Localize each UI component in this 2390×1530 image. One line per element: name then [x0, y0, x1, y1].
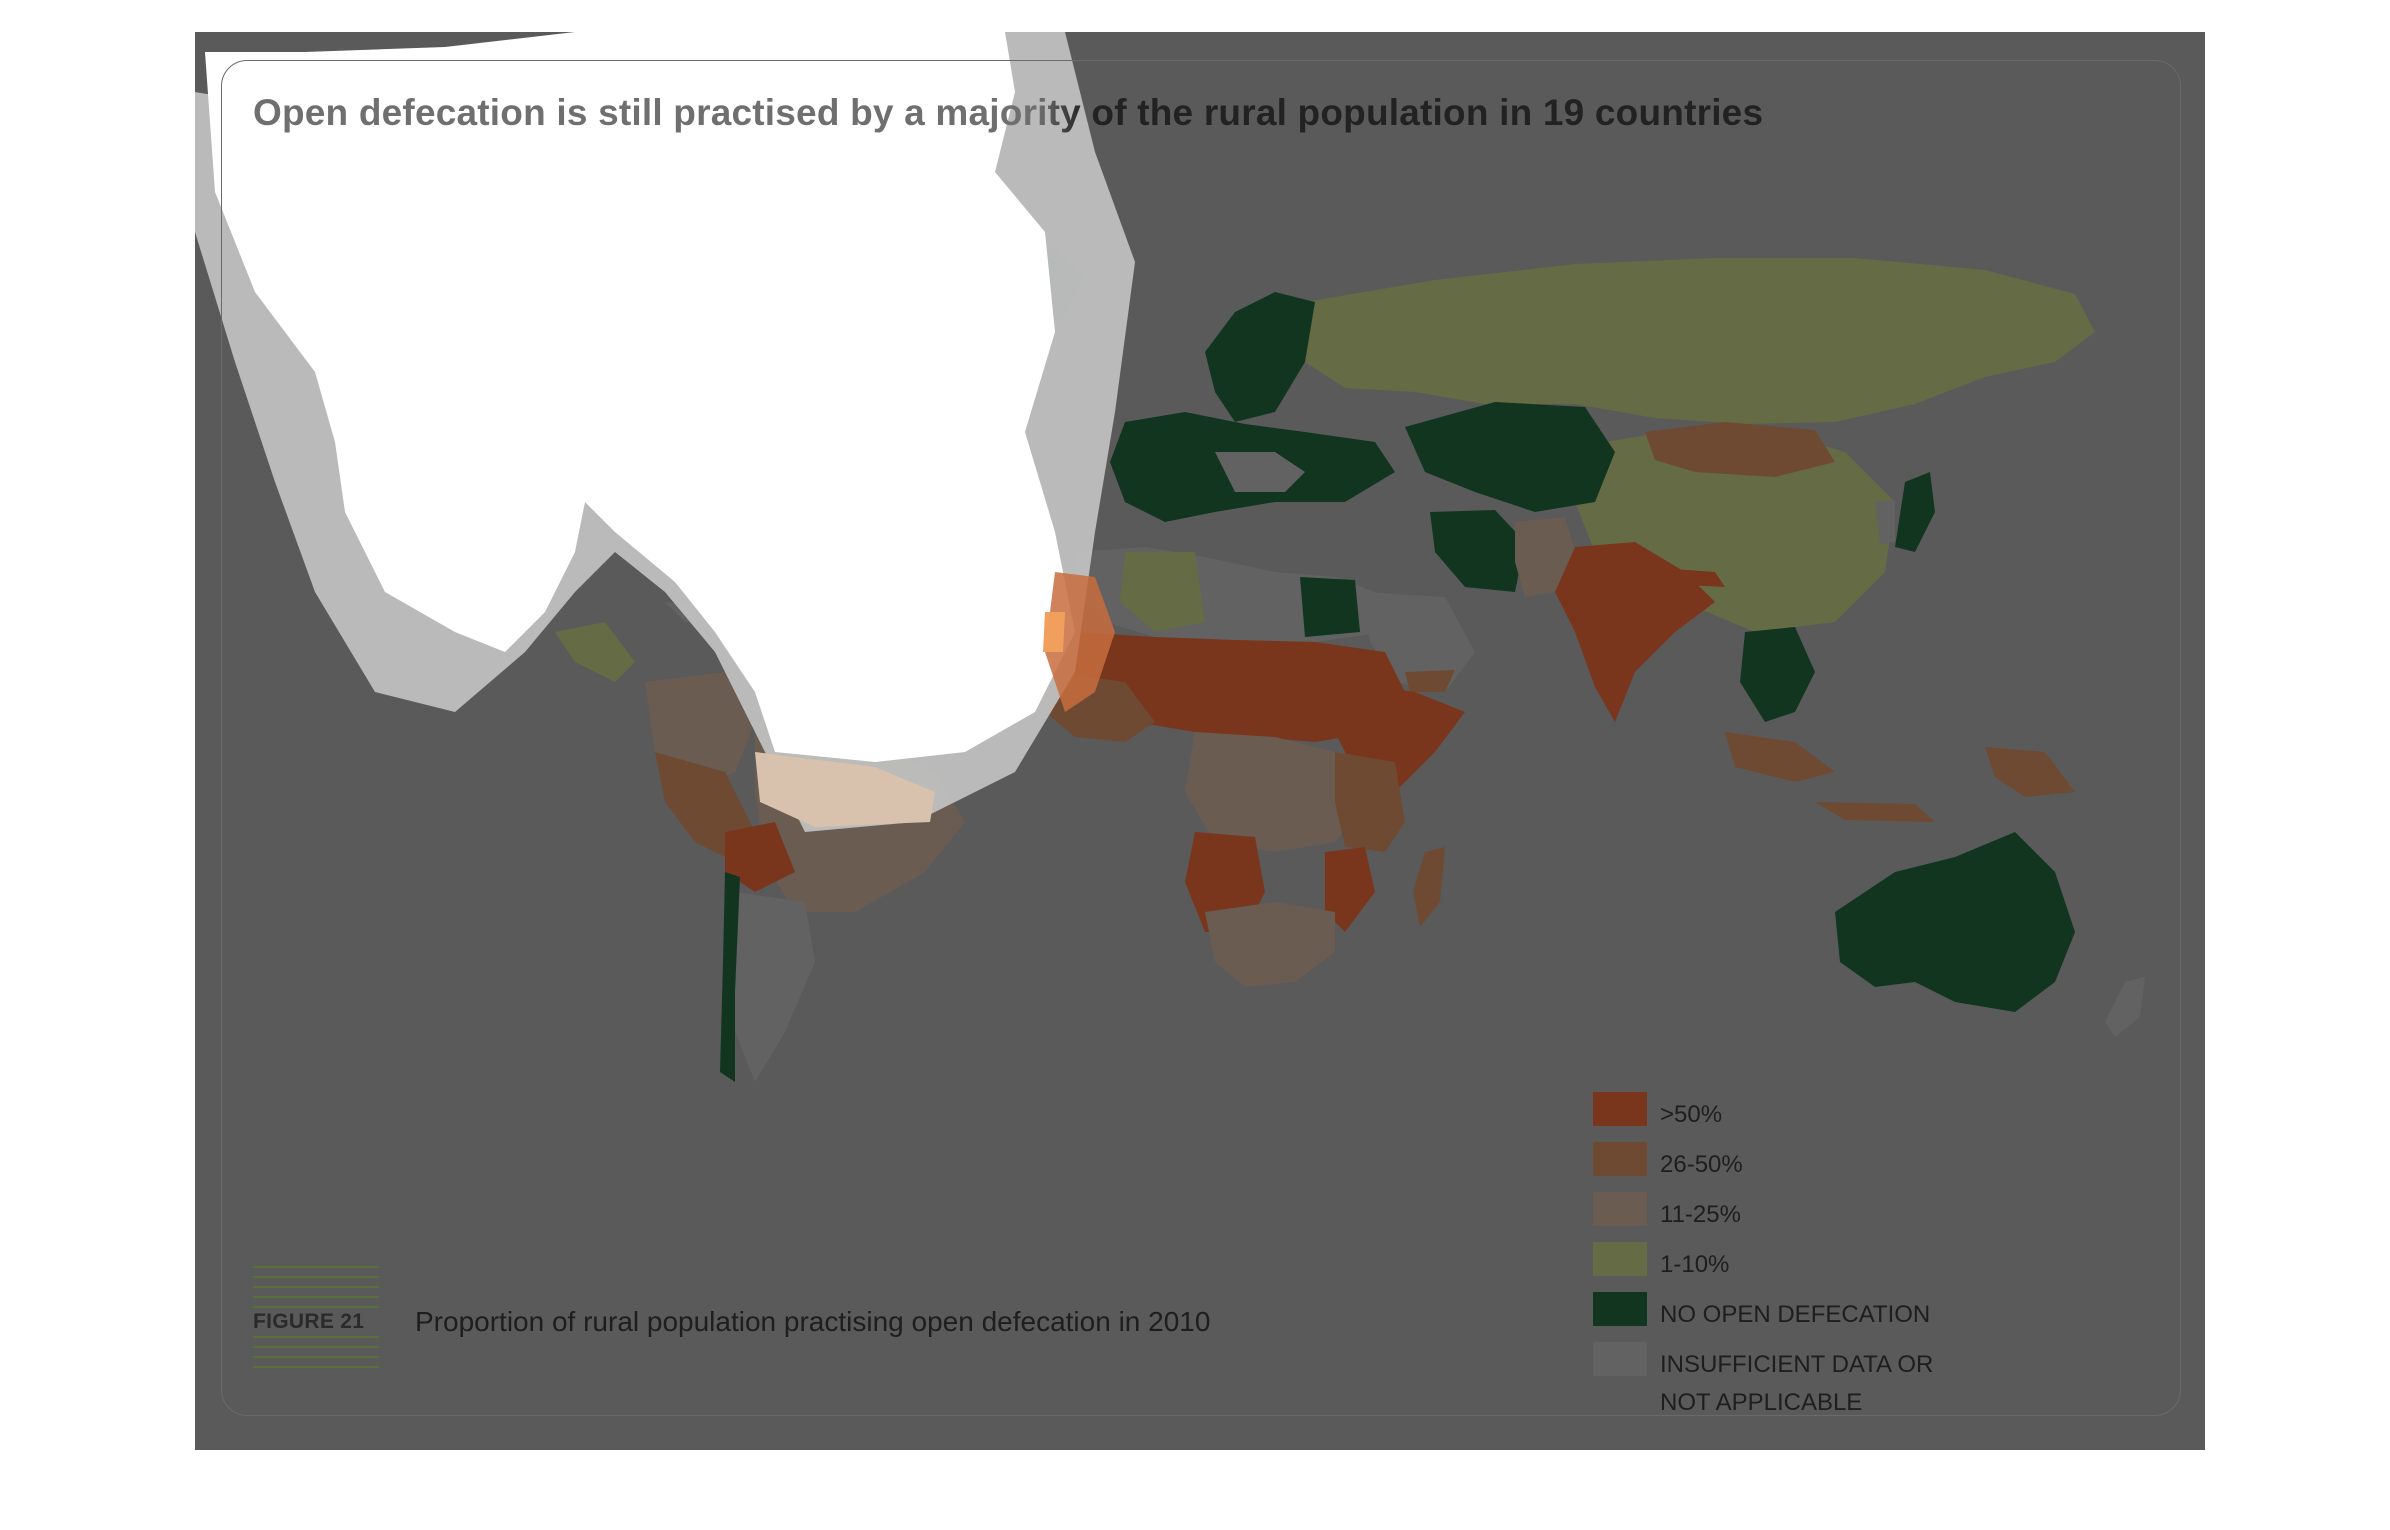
russia-region [1305, 258, 2095, 424]
afghanistan-region [1515, 517, 1575, 597]
southern-africa-region [1205, 902, 1335, 987]
new-zealand-region [2105, 977, 2145, 1037]
glare-core [205, 32, 1075, 762]
central-europe-region [1215, 452, 1305, 492]
mozambique-region [1325, 847, 1375, 932]
flare-west-africa [1045, 572, 1115, 712]
legend-swatch [1593, 1092, 1647, 1126]
legend-swatch [1593, 1242, 1647, 1276]
argentina-region [730, 892, 815, 1082]
yemen-region [1405, 670, 1455, 692]
papua-region [1985, 747, 2075, 797]
flare-edge [1043, 612, 1065, 652]
central-africa-region [1185, 732, 1365, 852]
glare-tint [755, 752, 935, 827]
legend-label: INSUFFICIENT DATA OR NOT APPLICABLE [1660, 1351, 1934, 1416]
nepal-region [1645, 567, 1725, 587]
figure-number: FIGURE 21 [253, 1310, 365, 1333]
legend-label: 11-25% [1660, 1201, 1741, 1228]
scandinavia-region [1205, 292, 1315, 422]
indonesia-region-1 [1725, 732, 1835, 782]
figure-caption: Proportion of rural population practisin… [415, 1306, 1211, 1337]
legend-swatch [1593, 1342, 1647, 1376]
australia-region [1835, 832, 2075, 1012]
mongolia-region [1645, 422, 1835, 477]
bolivia-region [725, 822, 795, 892]
kazakhstan-region [1405, 402, 1615, 512]
legend-label: 1-10% [1660, 1251, 1730, 1278]
indochina-region [1740, 627, 1815, 722]
legend-label: NO OPEN DEFECATION [1660, 1301, 1931, 1328]
legend-label: 26-50% [1660, 1151, 1743, 1178]
central-america-region [555, 622, 635, 682]
figure-badge: FIGURE 21 [253, 1266, 379, 1376]
map-title: Open defecation is still practised by a … [253, 92, 1764, 133]
legend-label: >50% [1660, 1101, 1723, 1128]
indonesia-region-2 [1815, 802, 1935, 822]
iran-region [1430, 510, 1525, 592]
legend-swatch [1593, 1192, 1647, 1226]
legend-swatch [1593, 1292, 1647, 1326]
korea-region [1875, 500, 1895, 544]
east-africa-region [1335, 752, 1405, 852]
chile-region [720, 872, 740, 1082]
madagascar-region [1413, 847, 1445, 927]
japan-region [1895, 472, 1935, 552]
india-region [1555, 542, 1715, 722]
algeria-region [1120, 552, 1205, 632]
legend-swatch [1593, 1142, 1647, 1176]
sahel-region [1065, 632, 1405, 742]
map-figure: Open defecation is still practised by a … [195, 32, 2205, 1450]
egypt-region [1300, 577, 1360, 637]
world-map [195, 32, 2145, 1082]
